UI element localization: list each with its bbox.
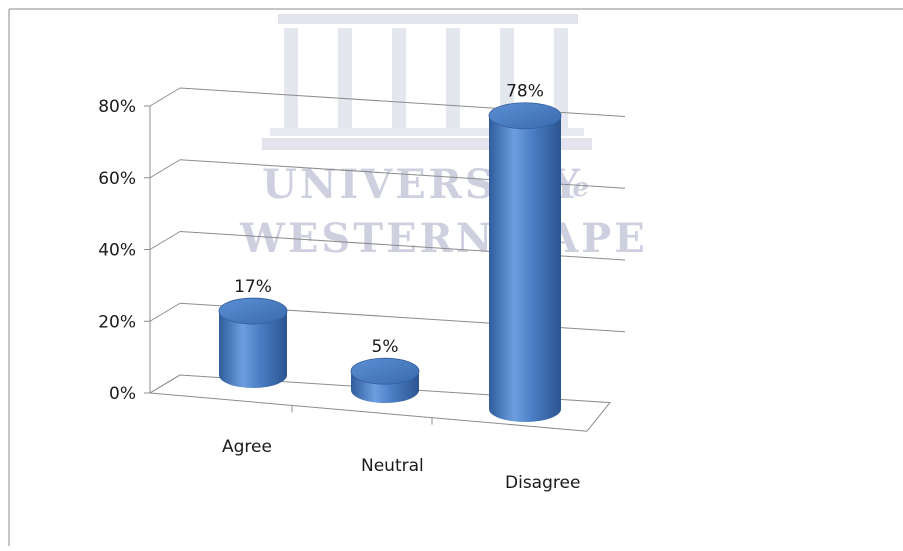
category-label: Agree xyxy=(222,437,272,457)
data-labels: 17% 5% 78% xyxy=(234,82,544,357)
bar-agree xyxy=(218,297,288,388)
gridline-side xyxy=(149,159,181,179)
watermark-roof xyxy=(278,14,578,24)
y-tick-labels: 0% 20% 40% 60% 80% xyxy=(98,97,136,404)
y-tick-label: 80% xyxy=(98,97,136,117)
gridline-side xyxy=(149,87,181,107)
watermark-column xyxy=(554,28,568,128)
bar-top xyxy=(350,357,420,385)
university-watermark: UNIVERSITY of the WESTERN CAPE xyxy=(239,14,648,262)
watermark-step xyxy=(270,128,584,136)
watermark-column xyxy=(500,28,514,128)
y-tick-label: 20% xyxy=(98,312,136,332)
y-tick-label: 0% xyxy=(109,384,136,404)
category-label: Disagree xyxy=(505,473,580,493)
gridline-side xyxy=(149,302,181,322)
floor-front-edge xyxy=(149,392,588,432)
bar-top xyxy=(488,102,562,130)
watermark-column xyxy=(446,28,460,128)
y-tick-label: 60% xyxy=(98,169,136,189)
category-label: Neutral xyxy=(361,456,424,476)
data-label: 78% xyxy=(506,82,544,102)
data-label: 17% xyxy=(234,277,272,297)
watermark-columns xyxy=(284,28,568,128)
bar-disagree xyxy=(488,102,562,422)
category-labels: Agree Neutral Disagree xyxy=(222,437,580,493)
bar-body xyxy=(489,115,561,422)
watermark-column xyxy=(284,28,298,128)
bars xyxy=(218,102,562,422)
gridline-side xyxy=(149,231,181,250)
watermark-column xyxy=(338,28,352,128)
bar-top xyxy=(218,297,288,325)
y-tick-label: 40% xyxy=(98,241,136,261)
bar-neutral xyxy=(350,357,420,403)
watermark-column xyxy=(392,28,406,128)
data-label: 5% xyxy=(372,337,399,357)
watermark-line2: WESTERN CAPE xyxy=(239,215,648,262)
bar-body xyxy=(219,311,287,388)
